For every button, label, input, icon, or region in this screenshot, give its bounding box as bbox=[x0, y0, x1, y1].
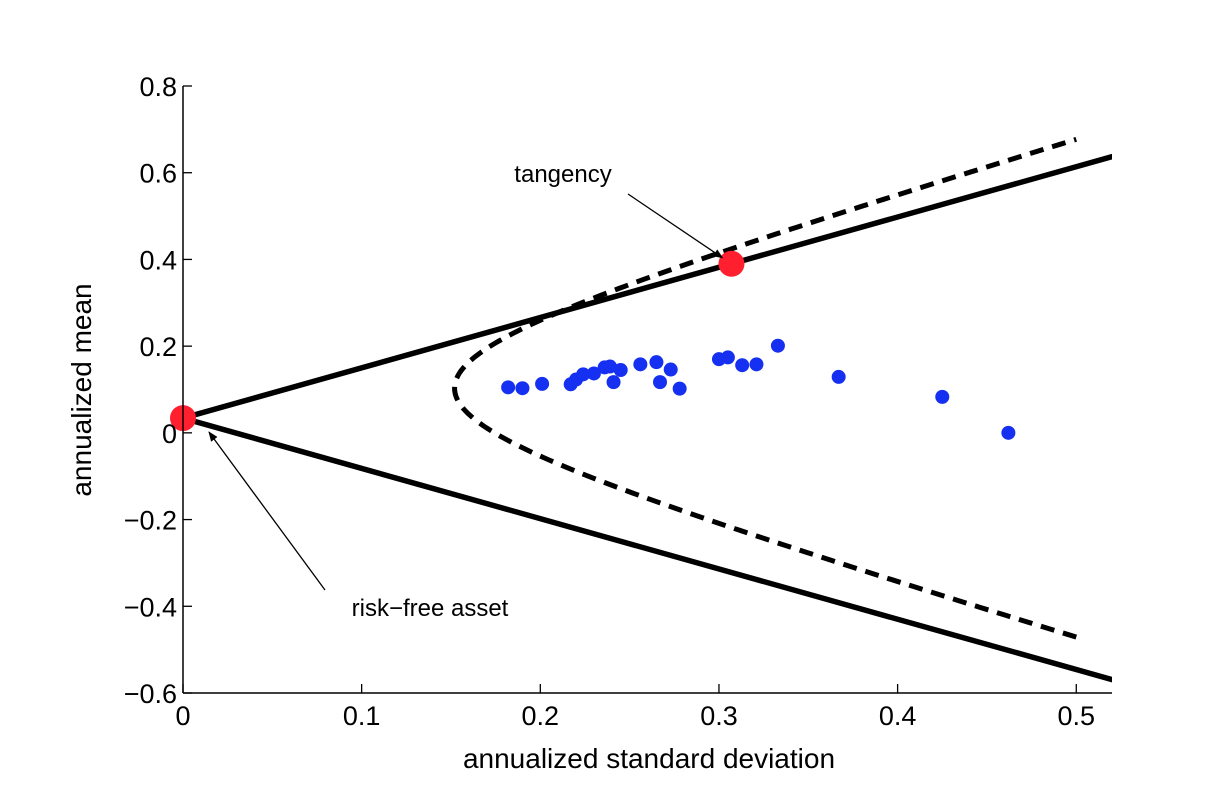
x-tick-label-1: 0.1 bbox=[343, 701, 381, 731]
y-tick-label-5: 0.4 bbox=[139, 245, 177, 275]
asset-point-24 bbox=[1001, 425, 1016, 440]
efficient-frontier-curve bbox=[452, 136, 1078, 640]
asset-point-10 bbox=[606, 375, 621, 390]
x-tick-label-0: 0 bbox=[175, 701, 190, 731]
asset-point-2 bbox=[515, 381, 530, 396]
tangency-annotation: tangency bbox=[514, 161, 611, 188]
upper-capital-market-line bbox=[183, 153, 1112, 421]
asset-point-1 bbox=[501, 380, 516, 395]
risk-free-arrow bbox=[208, 431, 326, 591]
asset-point-11 bbox=[613, 362, 628, 377]
plot-content bbox=[183, 136, 1112, 683]
risk-free-annotation: risk−free asset bbox=[352, 595, 509, 622]
y-tick-label-3: 0 bbox=[162, 419, 177, 449]
asset-point-3 bbox=[535, 376, 550, 391]
x-tick-label-3: 0.3 bbox=[700, 701, 738, 731]
y-tick-label-7: 0.8 bbox=[139, 72, 177, 102]
y-axis-label: annualized mean bbox=[66, 283, 97, 496]
asset-point-18 bbox=[720, 350, 735, 365]
asset-point-23 bbox=[935, 389, 950, 404]
tick-labels: 0 0.1 0.2 0.3 0.4 0.5 −0.6 −0.4 −0.2 0 0.2 0.4 0.6 0.… bbox=[124, 72, 1095, 731]
asset-point-6 bbox=[576, 367, 591, 382]
x-tick-label-2: 0.2 bbox=[522, 701, 560, 731]
x-tick-label-4: 0.4 bbox=[879, 701, 917, 731]
asset-point-7 bbox=[586, 366, 601, 381]
y-tick-label-1: −0.4 bbox=[124, 592, 177, 622]
y-tick-label-4: 0.2 bbox=[139, 332, 177, 362]
tick-marks bbox=[182, 85, 1077, 694]
asset-point-9 bbox=[602, 359, 617, 374]
asset-point-15 bbox=[663, 362, 678, 377]
lower-capital-market-line bbox=[183, 415, 1112, 683]
asset-point-19 bbox=[735, 358, 750, 373]
asset-point-14 bbox=[653, 375, 668, 390]
asset-point-20 bbox=[749, 357, 764, 372]
tangency-arrow bbox=[627, 193, 724, 259]
asset-point-13 bbox=[649, 355, 664, 370]
x-tick-label-5: 0.5 bbox=[1057, 701, 1095, 731]
asset-point-12 bbox=[633, 357, 648, 372]
x-axis-label: annualized standard deviation bbox=[463, 743, 835, 774]
plot-area bbox=[170, 136, 1112, 683]
asset-point-21 bbox=[770, 338, 785, 353]
tangency-point bbox=[718, 250, 745, 277]
y-tick-label-2: −0.2 bbox=[124, 506, 177, 536]
y-tick-label-6: 0.6 bbox=[139, 159, 177, 189]
y-tick-label-0: −0.6 bbox=[124, 679, 177, 709]
axes bbox=[182, 86, 1112, 694]
asset-point-16 bbox=[672, 381, 687, 396]
asset-point-22 bbox=[831, 369, 846, 384]
